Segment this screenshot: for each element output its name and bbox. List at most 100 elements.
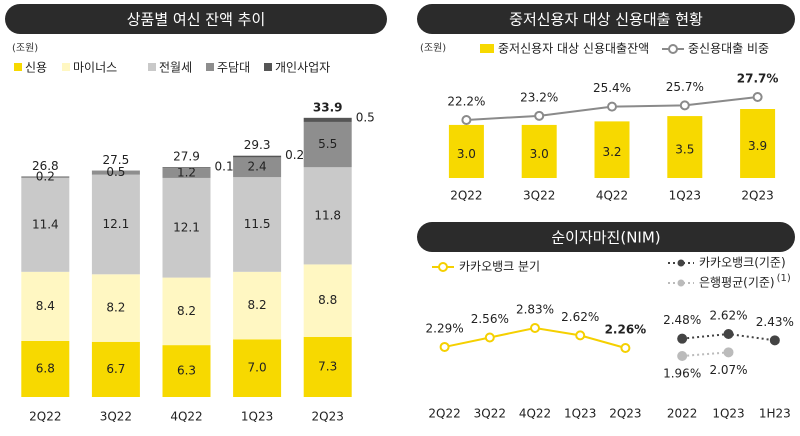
x-tick-label: 3Q22 bbox=[474, 407, 506, 421]
bar-segment bbox=[162, 277, 211, 346]
data-label: 3.9 bbox=[748, 139, 767, 153]
bar bbox=[448, 124, 484, 178]
point bbox=[769, 335, 780, 346]
legend-label: 주담대 bbox=[217, 61, 250, 75]
point bbox=[530, 323, 540, 333]
point bbox=[484, 332, 495, 343]
data-label: 2.4 bbox=[248, 160, 267, 174]
data-label: 2.26% bbox=[605, 323, 647, 337]
data-label: 8.2 bbox=[248, 298, 267, 312]
x-tick-label: 1Q23 bbox=[669, 189, 701, 203]
chart-title: 순이자마진(NIM) bbox=[551, 229, 660, 247]
data-label: 12.1 bbox=[103, 217, 130, 231]
data-label: 0.2 bbox=[36, 170, 55, 184]
point bbox=[723, 329, 734, 339]
point bbox=[723, 347, 734, 358]
total-label: 26.8 bbox=[32, 159, 59, 173]
bar-segment bbox=[91, 274, 140, 342]
legend-label: 카카오뱅크(기준) bbox=[699, 256, 786, 270]
total-label: 27.9 bbox=[173, 150, 200, 164]
legend-swatch bbox=[480, 44, 494, 53]
data-label: 8.2 bbox=[177, 304, 196, 318]
bar-segment bbox=[21, 341, 70, 397]
data-label: 6.7 bbox=[106, 362, 125, 376]
chart-title: 상품별 여신 잔액 추이 bbox=[127, 11, 266, 29]
header-pill bbox=[417, 4, 795, 34]
header-pill bbox=[5, 4, 387, 34]
bar-segment bbox=[91, 341, 140, 397]
point bbox=[677, 333, 688, 344]
data-label: 25.7% bbox=[666, 80, 704, 94]
bar-segment bbox=[162, 168, 211, 178]
total-label: 27.5 bbox=[103, 153, 130, 167]
data-label: 1.96% bbox=[663, 367, 701, 381]
data-label: 25.4% bbox=[593, 81, 631, 95]
bar-segment bbox=[162, 345, 211, 397]
x-tick-label: 1H23 bbox=[759, 407, 791, 421]
data-label: 2.62% bbox=[561, 310, 599, 324]
total-label: 33.9 bbox=[313, 100, 343, 114]
point bbox=[461, 115, 472, 125]
data-label: 2.29% bbox=[426, 321, 464, 335]
x-tick-label: 2Q22 bbox=[29, 410, 61, 424]
data-label: 6.3 bbox=[177, 364, 196, 378]
data-label: 23.2% bbox=[520, 90, 558, 104]
legend-swatch bbox=[206, 63, 214, 71]
x-tick-label: 1Q23 bbox=[712, 407, 744, 421]
data-label: 0.1 bbox=[215, 160, 234, 174]
bar-segment bbox=[233, 271, 282, 340]
data-label: 3.0 bbox=[457, 147, 476, 161]
legend-marker bbox=[677, 279, 685, 287]
legend-label: 은행평균(기준) bbox=[699, 275, 775, 290]
bar-segment bbox=[303, 336, 352, 397]
data-label: 0.5 bbox=[356, 110, 375, 124]
bar-segment bbox=[233, 155, 282, 158]
data-label: 7.0 bbox=[248, 361, 267, 375]
chart-title: 중저신용자 대상 신용대출 현황 bbox=[509, 11, 703, 29]
data-label: 8.2 bbox=[106, 301, 125, 315]
data-label: 1.2 bbox=[177, 166, 196, 180]
legend-label: 중신용대출 비중 bbox=[688, 42, 769, 56]
legend-label: 신용 bbox=[25, 61, 47, 75]
header-pill bbox=[417, 222, 795, 252]
legend-swatch bbox=[148, 63, 156, 71]
unit-label: (조원) bbox=[12, 42, 38, 54]
data-label: 2.07% bbox=[709, 363, 747, 377]
legend-swatch bbox=[264, 63, 272, 71]
bar bbox=[521, 124, 557, 178]
bar-segment bbox=[91, 174, 140, 275]
point bbox=[677, 351, 688, 361]
unit-label: (조원) bbox=[420, 42, 446, 54]
x-tick-label: 2Q23 bbox=[609, 407, 641, 421]
footnote-mark: (1) bbox=[777, 273, 791, 284]
point bbox=[439, 341, 450, 352]
legend-marker bbox=[668, 44, 678, 54]
legend-label: 중저신용자 대상 신용대출잔액 bbox=[498, 42, 649, 56]
data-label: 7.3 bbox=[318, 359, 337, 373]
x-tick-label: 2Q22 bbox=[428, 407, 460, 421]
legend-marker bbox=[677, 259, 685, 267]
data-label: 0.5 bbox=[106, 165, 125, 179]
data-label: 2.48% bbox=[663, 313, 701, 327]
bar-segment bbox=[21, 176, 70, 178]
x-tick-label: 1Q23 bbox=[241, 410, 273, 424]
bar-segment bbox=[233, 177, 282, 272]
bar-segment bbox=[162, 177, 211, 278]
x-tick-label: 4Q22 bbox=[170, 410, 202, 424]
bar-segment bbox=[233, 339, 282, 397]
data-label: 3.2 bbox=[602, 145, 621, 159]
bar bbox=[740, 109, 776, 178]
x-tick-label: 2Q22 bbox=[450, 189, 482, 203]
legend-label: 전월세 bbox=[159, 61, 192, 75]
bar-segment bbox=[303, 167, 352, 265]
x-tick-label: 2Q23 bbox=[741, 189, 773, 203]
x-tick-label: 2Q23 bbox=[312, 410, 344, 424]
point bbox=[620, 343, 631, 353]
x-tick-label: 3Q22 bbox=[523, 189, 555, 203]
bar-segment bbox=[303, 117, 352, 122]
data-label: 0.2 bbox=[285, 148, 304, 162]
bar-segment bbox=[303, 264, 352, 337]
line bbox=[682, 351, 729, 357]
